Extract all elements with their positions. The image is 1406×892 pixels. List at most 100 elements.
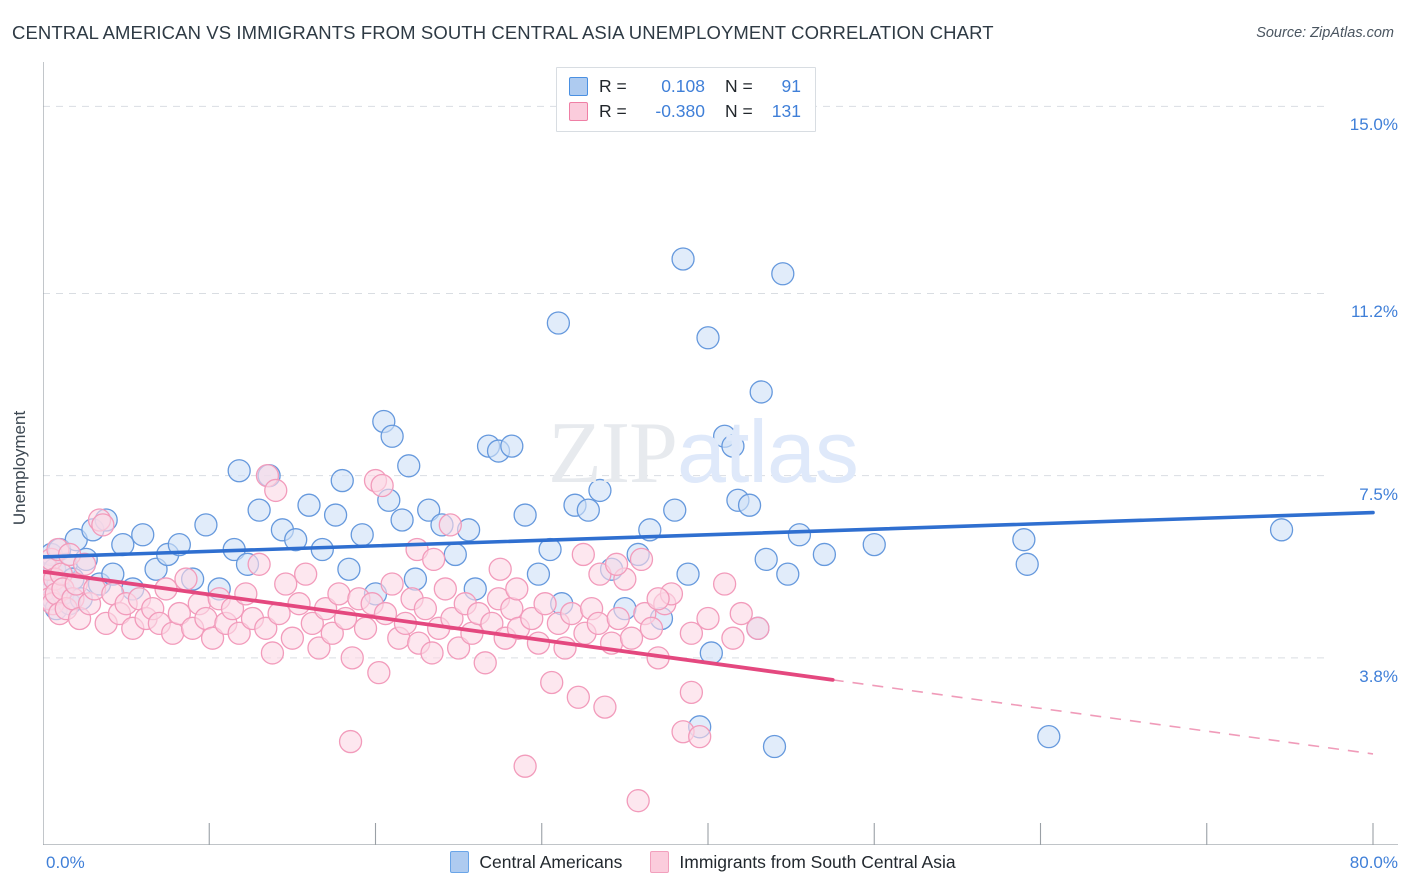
data-point bbox=[380, 424, 404, 448]
data-point bbox=[737, 493, 762, 517]
correlation-stats-legend: R = 0.108 N = 91 R = -0.380 N = 131 bbox=[556, 67, 816, 132]
y-axis-label: Unemployment bbox=[10, 410, 29, 526]
data-point bbox=[330, 468, 354, 493]
data-point bbox=[679, 680, 704, 704]
data-point bbox=[619, 626, 644, 650]
legend-label-central-americans: Central Americans bbox=[479, 851, 623, 872]
data-point bbox=[513, 754, 537, 778]
data-point bbox=[1269, 518, 1294, 542]
data-point bbox=[307, 636, 331, 660]
r-label-pink: R = bbox=[599, 101, 627, 121]
data-point bbox=[560, 601, 584, 626]
data-point bbox=[646, 587, 670, 611]
x-axis-tick-max: 80.0% bbox=[1349, 853, 1398, 872]
scatter-plot-area bbox=[43, 62, 1398, 845]
data-point bbox=[340, 646, 364, 670]
data-point bbox=[676, 562, 700, 586]
data-point bbox=[721, 434, 745, 458]
data-point bbox=[433, 577, 457, 601]
series-points-blue bbox=[43, 247, 1294, 759]
data-point bbox=[161, 621, 185, 645]
data-point bbox=[1015, 552, 1039, 576]
data-point bbox=[320, 621, 344, 645]
data-point bbox=[353, 616, 378, 640]
data-point bbox=[274, 572, 298, 596]
data-point bbox=[294, 562, 318, 586]
data-point bbox=[1012, 528, 1036, 552]
data-point bbox=[380, 572, 404, 596]
data-point bbox=[593, 695, 617, 719]
n-value-pink: 131 bbox=[771, 101, 801, 121]
stat-row-pink: R = -0.380 N = 131 bbox=[569, 99, 801, 124]
data-point bbox=[194, 513, 218, 537]
data-point bbox=[338, 729, 363, 754]
data-point bbox=[586, 611, 610, 636]
data-point bbox=[327, 582, 351, 606]
data-point bbox=[420, 641, 444, 665]
trendline-pink-solid bbox=[43, 569, 835, 682]
legend-marker-blue-icon bbox=[450, 851, 470, 873]
data-point bbox=[254, 616, 278, 640]
data-point bbox=[367, 660, 391, 685]
data-point bbox=[350, 523, 374, 547]
data-point bbox=[131, 523, 155, 547]
y-axis-label-container: Unemployment bbox=[7, 388, 33, 548]
data-point bbox=[746, 616, 770, 640]
data-point bbox=[571, 542, 595, 567]
trendline-pink-dashed bbox=[832, 679, 1374, 755]
legend-marker-pink-icon bbox=[650, 851, 670, 873]
data-point bbox=[500, 596, 524, 621]
data-point bbox=[604, 552, 629, 576]
data-point bbox=[390, 508, 414, 532]
data-point bbox=[688, 725, 712, 749]
data-point bbox=[300, 611, 324, 636]
data-point bbox=[91, 513, 115, 537]
data-point bbox=[862, 532, 886, 557]
stat-row-blue: R = 0.108 N = 91 bbox=[569, 74, 801, 99]
data-point bbox=[721, 626, 745, 650]
data-point bbox=[639, 616, 664, 640]
data-point bbox=[663, 498, 687, 522]
data-point bbox=[370, 473, 394, 498]
legend-item-south-central-asia[interactable]: Immigrants from South Central Asia bbox=[650, 851, 956, 873]
data-point bbox=[776, 562, 800, 586]
r-value-pink: -0.380 bbox=[655, 101, 705, 121]
data-point bbox=[473, 651, 497, 675]
data-point bbox=[520, 606, 544, 631]
data-point bbox=[227, 459, 251, 483]
data-point bbox=[812, 542, 837, 567]
data-point bbox=[417, 498, 441, 522]
data-point bbox=[284, 528, 308, 552]
data-point bbox=[513, 503, 537, 527]
data-point bbox=[771, 262, 795, 286]
legend-swatch-blue-icon bbox=[569, 77, 588, 96]
x-axis-tick-min: 0.0% bbox=[46, 853, 85, 872]
data-point bbox=[606, 606, 630, 631]
data-point bbox=[260, 641, 285, 665]
data-point bbox=[566, 685, 590, 709]
data-point bbox=[488, 557, 512, 581]
data-point bbox=[526, 562, 551, 586]
data-point bbox=[438, 513, 462, 537]
y-axis-tick-15: 15.0% bbox=[1349, 115, 1398, 135]
data-point bbox=[337, 557, 361, 581]
data-point bbox=[174, 567, 198, 591]
series-points-pink bbox=[43, 464, 770, 813]
data-point bbox=[629, 547, 654, 572]
plot-svg bbox=[43, 62, 1398, 845]
legend-item-central-americans[interactable]: Central Americans bbox=[450, 851, 622, 873]
legend-swatch-pink-icon bbox=[569, 102, 588, 121]
data-point bbox=[227, 621, 251, 645]
series-legend: Central Americans Immigrants from South … bbox=[0, 851, 1406, 873]
n-value-blue: 91 bbox=[781, 76, 801, 96]
data-point bbox=[403, 567, 428, 591]
data-point bbox=[167, 601, 191, 626]
data-point bbox=[671, 247, 695, 271]
data-point bbox=[576, 498, 600, 522]
data-point bbox=[729, 601, 753, 626]
data-point bbox=[167, 532, 191, 557]
data-point bbox=[679, 621, 704, 645]
data-point bbox=[297, 493, 321, 517]
data-point bbox=[546, 311, 571, 335]
